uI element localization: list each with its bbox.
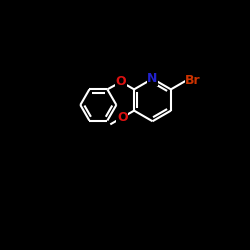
Text: Br: Br [185, 74, 201, 87]
Text: O: O [116, 76, 126, 88]
Text: O: O [117, 111, 128, 124]
Text: N: N [147, 72, 158, 85]
